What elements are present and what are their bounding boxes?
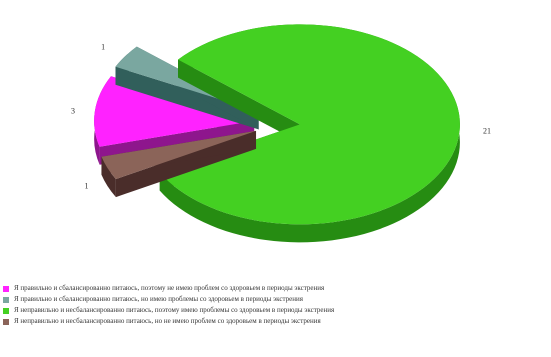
pie-slice <box>159 24 460 225</box>
legend-swatch <box>3 307 9 314</box>
legend-label: Я неправильно и несбалансированно питаюс… <box>14 317 321 325</box>
slice-value-label: 21 <box>483 127 491 136</box>
slice-value-label: 1 <box>84 182 88 191</box>
legend-swatch <box>3 318 9 325</box>
legend-item: Я правильно и сбалансированно питаюсь, п… <box>3 283 548 294</box>
pie-slice <box>101 130 257 180</box>
legend-swatch <box>3 285 9 292</box>
legend: Я правильно и сбалансированно питаюсь, п… <box>3 283 548 327</box>
pie-slice-wall <box>115 66 259 130</box>
slice-value-label: 1 <box>101 43 105 52</box>
pie-slice <box>94 76 255 147</box>
pie-slices <box>94 24 460 243</box>
legend-label: Я правильно и сбалансированно питаюсь, п… <box>14 284 325 292</box>
legend-label: Я правильно и сбалансированно питаюсь, н… <box>14 295 303 303</box>
slice-value-label: 3 <box>71 107 75 116</box>
legend-item: Я неправильно и несбалансированно питаюс… <box>3 305 548 316</box>
legend-item: Я правильно и сбалансированно питаюсь, н… <box>3 294 548 305</box>
legend-swatch <box>3 296 9 303</box>
slice-labels: 3 1 21 1 <box>71 43 491 191</box>
legend-item: Я неправильно и несбалансированно питаюс… <box>3 316 548 327</box>
pie-slice-wall <box>178 59 300 143</box>
legend-label: Я неправильно и несбалансированно питаюс… <box>14 306 335 314</box>
